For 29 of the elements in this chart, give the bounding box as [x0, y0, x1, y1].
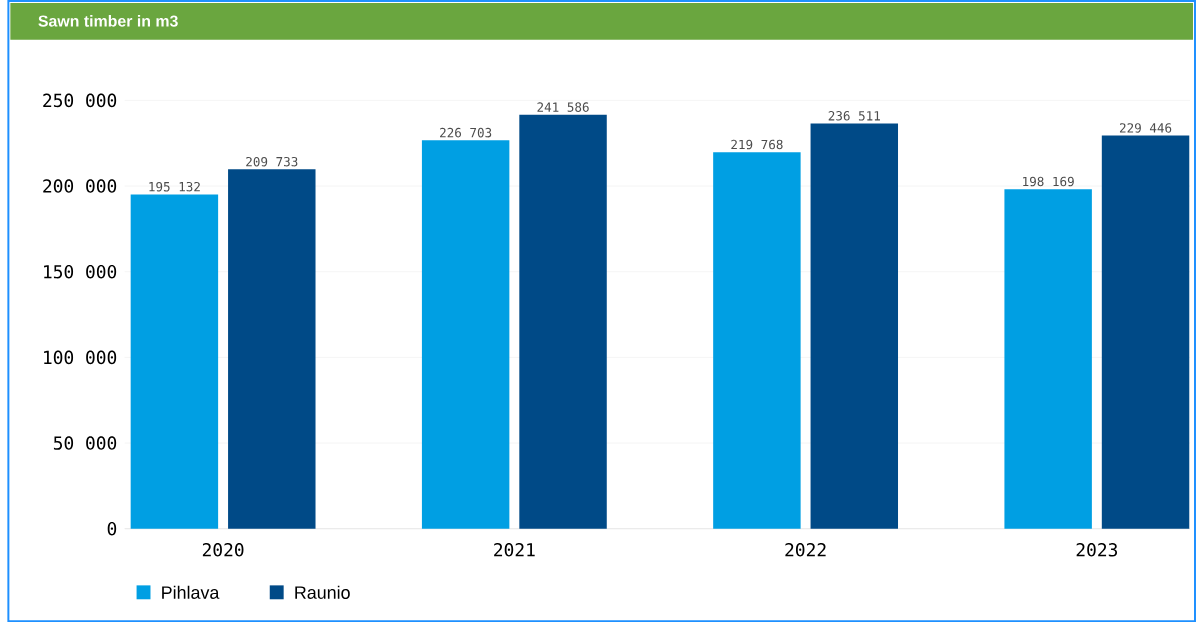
chart-title: Sawn timber in m3 — [38, 14, 178, 27]
x-tick-label: 2023 — [1076, 542, 1118, 557]
bar — [421, 140, 510, 529]
y-tick-label: 50 000 — [53, 436, 117, 450]
data-label: 236 511 — [828, 110, 880, 121]
bar — [519, 114, 607, 529]
y-tick-label: 250 000 — [43, 93, 117, 108]
legend-label: Raunio — [295, 585, 350, 599]
y-tick-label: 100 000 — [44, 350, 117, 365]
x-tick-label: 2021 — [494, 542, 535, 557]
bar — [1101, 135, 1190, 529]
x-tick-label: 2020 — [202, 542, 244, 557]
y-tick-label: 200 000 — [43, 179, 117, 193]
y-tick-label: 150 000 — [44, 264, 117, 279]
data-label: 209 733 — [246, 156, 298, 167]
data-label: 226 703 — [440, 127, 492, 138]
data-label: 195 132 — [149, 181, 200, 192]
bar — [1004, 189, 1092, 529]
data-label: 198 169 — [1023, 176, 1074, 187]
y-tick-label: 0 — [107, 521, 117, 536]
bar — [713, 152, 801, 529]
data-label: 229 446 — [1119, 123, 1172, 133]
bar — [810, 123, 899, 529]
bar — [228, 169, 316, 529]
bar — [130, 194, 219, 529]
data-label: 241 586 — [537, 102, 589, 112]
x-tick-label: 2022 — [785, 542, 826, 557]
legend-label: Pihlava — [162, 585, 220, 599]
data-label: 219 768 — [731, 139, 783, 150]
